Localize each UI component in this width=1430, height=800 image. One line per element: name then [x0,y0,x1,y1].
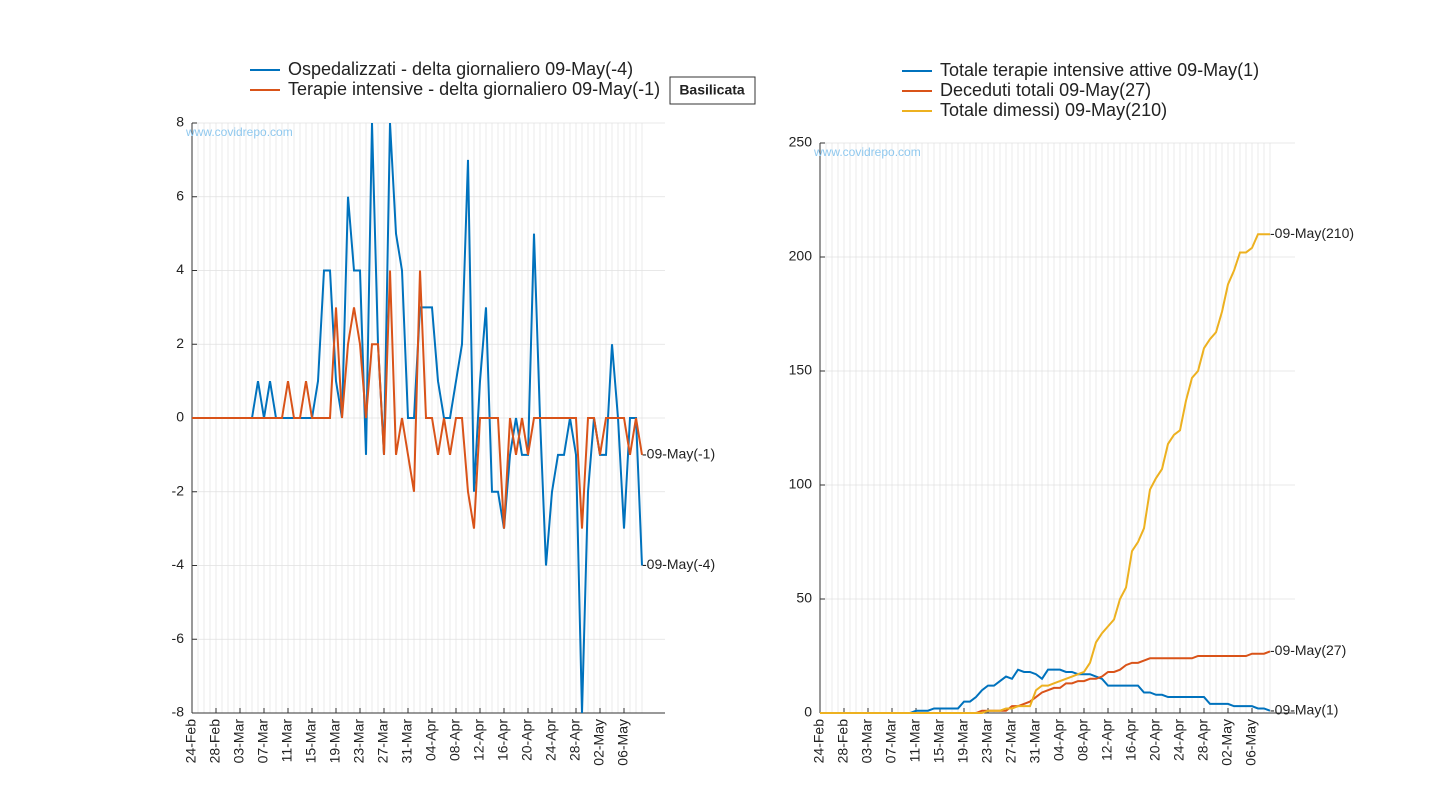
x-tick-label: 03-Mar [231,719,247,764]
legend-label: Ospedalizzati - delta giornaliero 09-May… [288,59,633,79]
x-tick-label: 02-May [1219,719,1235,766]
x-tick-label: 19-Mar [955,719,971,764]
y-tick-label: 6 [176,187,184,203]
x-tick-label: 02-May [591,719,607,766]
x-tick-label: 27-Mar [375,719,391,764]
y-tick-label: 8 [176,114,184,130]
y-tick-label: -8 [172,704,185,720]
end-label: -09-May(27) [1270,642,1346,658]
x-tick-label: 15-Mar [931,719,947,764]
x-tick-label: 08-Apr [447,719,463,761]
x-tick-label: 24-Apr [543,719,559,761]
watermark: www.covidrepo.com [813,145,921,159]
x-tick-label: 31-Mar [399,719,415,764]
x-tick-label: 28-Apr [1195,719,1211,761]
x-tick-label: 24-Feb [183,719,199,764]
y-tick-label: -4 [172,556,185,572]
y-tick-label: 50 [796,590,812,606]
x-tick-label: 06-May [1243,719,1259,766]
x-tick-label: 12-Apr [471,719,487,761]
x-tick-label: 16-Apr [1123,719,1139,761]
y-tick-label: 100 [789,476,813,492]
x-tick-label: 28-Feb [207,719,223,764]
legend-label: Terapie intensive - delta giornaliero 09… [288,79,660,99]
x-tick-label: 15-Mar [303,719,319,764]
x-tick-label: 04-Apr [423,719,439,761]
x-tick-label: 20-Apr [1147,719,1163,761]
x-tick-label: 24-Apr [1171,719,1187,761]
x-tick-label: 07-Mar [255,719,271,764]
x-tick-label: 12-Apr [1099,719,1115,761]
end-label: -09-May(1) [1270,701,1338,717]
region-box [669,76,756,105]
x-tick-label: 23-Mar [979,719,995,764]
x-tick-label: 16-Apr [495,719,511,761]
y-tick-label: -2 [172,482,185,498]
watermark: www.covidrepo.com [185,125,293,139]
end-label: -09-May(210) [1270,225,1354,241]
x-tick-label: 28-Feb [835,719,851,764]
series-line [192,270,643,529]
x-tick-label: 27-Mar [1003,719,1019,764]
x-tick-label: 31-Mar [1027,719,1043,764]
x-tick-label: 20-Apr [519,719,535,761]
y-tick-label: 0 [176,409,184,425]
x-tick-label: 08-Apr [1075,719,1091,761]
y-tick-label: 250 [789,134,813,150]
legend-label: Totale dimessi) 09-May(210) [940,100,1167,120]
x-tick-label: 23-Mar [351,719,367,764]
y-tick-label: -6 [172,630,185,646]
x-tick-label: 04-Apr [1051,719,1067,761]
y-tick-label: 200 [789,248,813,264]
x-tick-label: 24-Feb [811,719,827,764]
x-tick-label: 06-May [615,719,631,766]
y-tick-label: 0 [804,704,812,720]
region-label: Basilicata [679,82,745,98]
series-line [820,233,1270,714]
x-tick-label: 11-Mar [279,719,295,763]
y-tick-label: 4 [176,261,184,277]
y-tick-label: 150 [789,362,813,378]
x-tick-label: 28-Apr [567,719,583,761]
x-tick-label: 11-Mar [907,719,923,763]
x-tick-label: 07-Mar [883,719,899,764]
x-tick-label: 19-Mar [327,719,343,764]
legend-label: Deceduti totali 09-May(27) [940,80,1151,100]
y-tick-label: 2 [176,335,184,351]
x-tick-label: 03-Mar [859,719,875,764]
end-label: -09-May(-1) [642,446,715,462]
end-label: -09-May(-4) [642,556,715,572]
legend-label: Totale terapie intensive attive 09-May(1… [940,60,1259,80]
